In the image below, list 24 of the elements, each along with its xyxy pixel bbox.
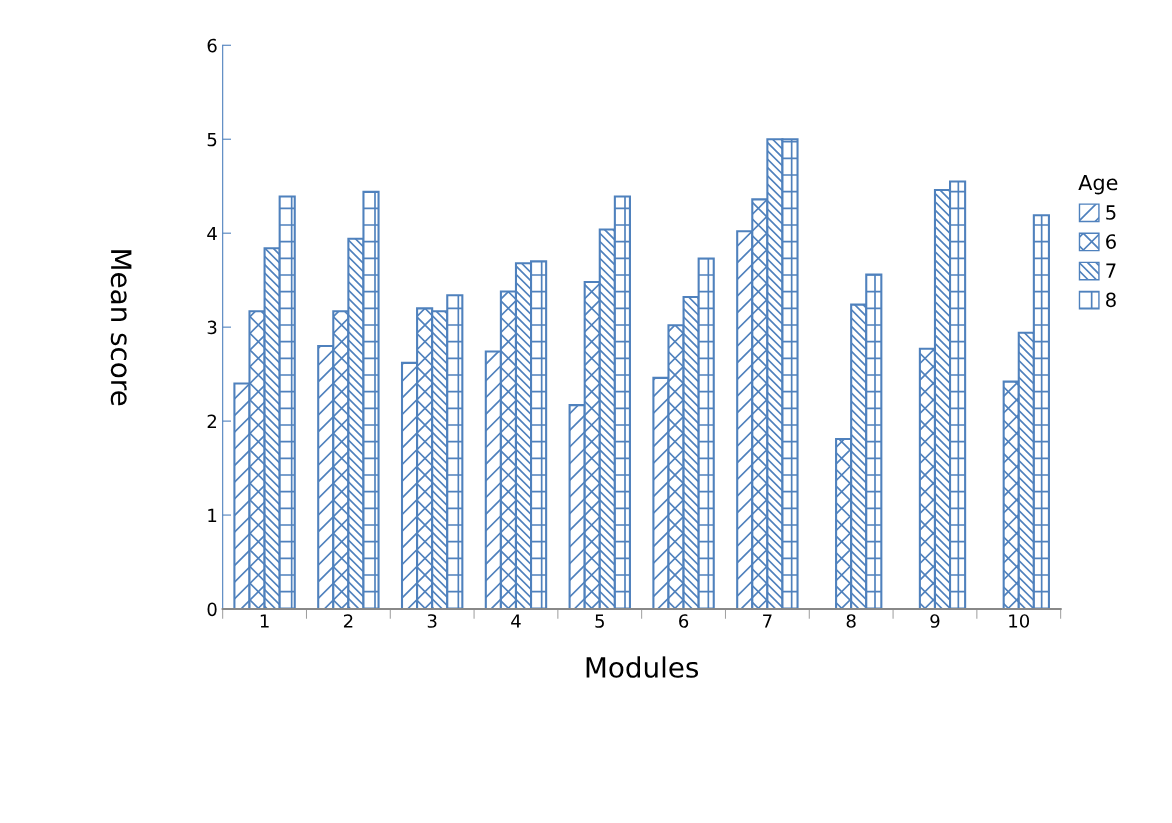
x-tick-label: 8 xyxy=(846,614,856,628)
x-tick-label: 9 xyxy=(930,614,940,628)
x-tick-label: 2 xyxy=(343,614,353,628)
y-tick-label: 2 xyxy=(207,414,217,428)
legend-label: 7 xyxy=(1106,263,1116,278)
x-tick-label: 7 xyxy=(763,614,772,628)
x-tick-label: 1 xyxy=(260,614,269,628)
x-tick-label: 5 xyxy=(595,614,604,628)
x-tick-label: 4 xyxy=(511,614,521,628)
y-tick-label: 6 xyxy=(207,38,217,53)
legend-label: 6 xyxy=(1106,234,1116,249)
legend-title: Age xyxy=(1078,174,1118,195)
x-axis-title: Modules xyxy=(586,656,699,678)
y-tick-label: 4 xyxy=(207,226,217,241)
y-tick-label: 3 xyxy=(207,320,217,335)
y-tick-label: 1 xyxy=(208,508,217,522)
x-tick-label: 3 xyxy=(427,614,437,628)
legend-label: 8 xyxy=(1106,292,1116,308)
y-tick-label: 5 xyxy=(207,132,217,147)
y-axis-title: Mean score xyxy=(110,250,132,406)
x-tick-label: 10 xyxy=(1009,614,1030,628)
y-tick-label: 0 xyxy=(207,602,217,617)
x-tick-label: 6 xyxy=(679,614,689,628)
legend-label: 5 xyxy=(1106,205,1116,220)
